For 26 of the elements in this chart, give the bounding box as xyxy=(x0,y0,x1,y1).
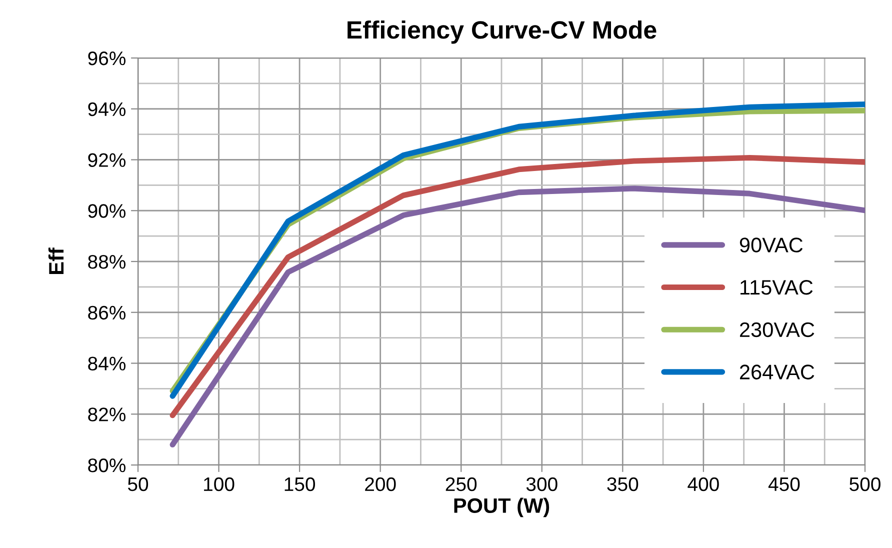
y-tick-label: 82% xyxy=(88,408,126,422)
legend-label: 230VAC xyxy=(740,322,814,338)
x-tick-label: 500 xyxy=(850,477,880,492)
x-tick-label: 300 xyxy=(526,477,558,492)
y-tick-label: 80% xyxy=(88,458,126,472)
legend-label: 90VAC xyxy=(740,238,803,252)
x-axis-title: POUT (W) xyxy=(454,498,550,518)
y-tick-label: 88% xyxy=(88,254,126,269)
y-tick-label: 84% xyxy=(88,356,126,370)
x-tick-label: 350 xyxy=(607,477,638,492)
x-tick-label: 250 xyxy=(446,477,477,492)
y-axis-title: Eff xyxy=(48,248,64,274)
y-tick-label: 86% xyxy=(88,306,126,320)
x-tick-label: 150 xyxy=(284,477,316,492)
y-tick-label: 96% xyxy=(88,51,126,66)
legend-label: 115VAC xyxy=(740,280,813,295)
x-tick-label: 200 xyxy=(365,477,396,492)
y-tick-label: 94% xyxy=(88,102,126,116)
x-tick-label: 100 xyxy=(204,477,234,492)
y-tick-label: 92% xyxy=(88,153,126,167)
x-tick-label: 50 xyxy=(128,477,148,492)
legend-label: 264VAC xyxy=(740,364,814,380)
x-tick-label: 400 xyxy=(688,477,719,492)
x-tick-label: 450 xyxy=(768,477,800,492)
y-tick-label: 90% xyxy=(88,204,126,218)
chart-title: Efficiency Curve-CV Mode xyxy=(348,20,656,44)
